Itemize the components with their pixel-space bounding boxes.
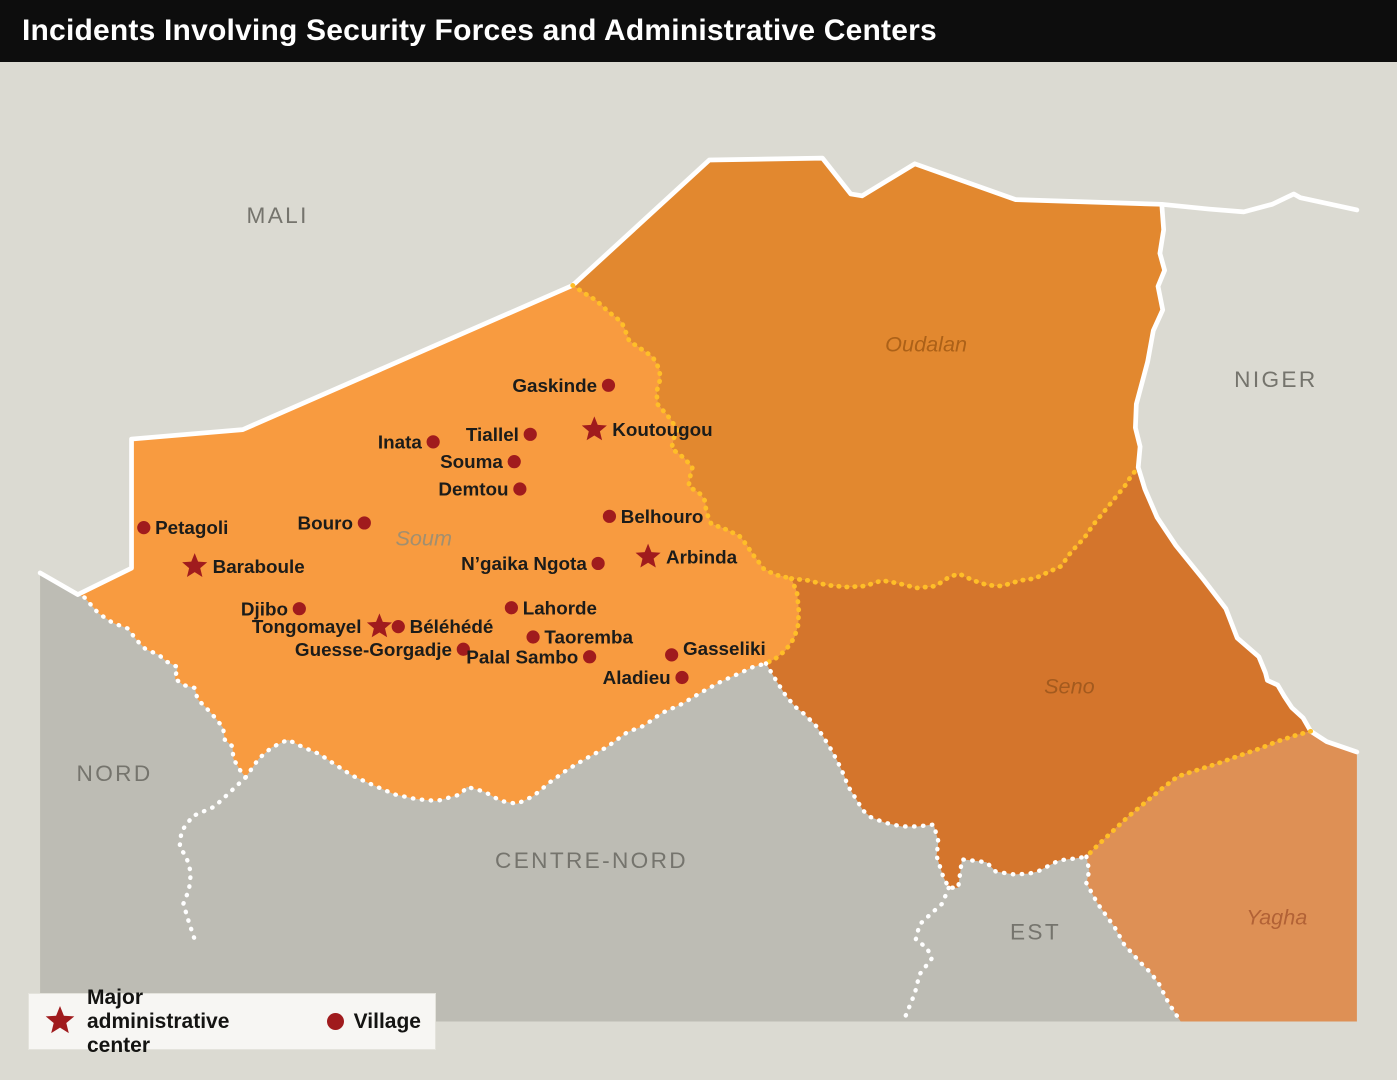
map-svg: MALI NIGER NORD CENTRE-NORD EST Soum Oudalan Se… <box>37 62 1360 1024</box>
village-label-belhouro: Belhouro <box>621 506 704 527</box>
area-label-mali: MALI <box>247 203 309 228</box>
border-soum-oudalan <box>570 283 794 581</box>
village-dot-aladieu <box>675 670 689 685</box>
admin-center-star-baraboule <box>182 553 208 577</box>
village-dot-gaskinde <box>601 378 616 392</box>
province-label-soum: Soum <box>395 526 452 551</box>
map: MALI NIGER NORD CENTRE-NORD EST Soum Oudalan Se… <box>0 62 1397 1080</box>
province-label-oudalan: Oudalan <box>885 331 967 356</box>
village-label-n-gaika-ngota: N’gaika Ngota <box>461 553 587 574</box>
village-label-gaskinde: Gaskinde <box>512 375 597 396</box>
admin-center-star-tongomayel <box>366 613 392 638</box>
village-dot-demtou <box>513 482 527 496</box>
province-label-yagha: Yagha <box>1246 904 1307 929</box>
region-seno <box>765 467 1311 888</box>
village-label-taoremba: Taoremba <box>544 627 633 648</box>
area-label-est: EST <box>1010 920 1061 945</box>
page-title: Incidents Involving Security Forces and … <box>22 14 937 47</box>
village-dot-palal-sambo <box>583 650 597 664</box>
village-label-gasseliki: Gasseliki <box>683 638 766 659</box>
legend-star-shape <box>45 1005 75 1033</box>
area-label-nord: NORD <box>77 761 153 786</box>
village-label-tiallel: Tiallel <box>466 424 519 445</box>
village-dot-belhouro <box>602 509 617 523</box>
village-dot-b-l-h-d- <box>391 620 405 634</box>
legend-admin-center-label: Major administrative center <box>87 985 230 1057</box>
village-label-b-l-h-d-: Béléhédé <box>410 616 494 637</box>
border-nord-centrenord <box>177 775 248 1024</box>
admin-center-label-tongomayel: Tongomayel <box>252 616 362 637</box>
border-centrenord-est <box>901 885 951 1024</box>
area-label-centre-nord: CENTRE-NORD <box>495 848 688 873</box>
village-dot-bouro <box>357 516 371 530</box>
village-label-souma: Souma <box>440 451 503 472</box>
village-dot-petagoli <box>137 521 151 535</box>
village-label-guesse-gorgadje: Guesse-Gorgadje <box>295 639 452 660</box>
village-label-demtou: Demtou <box>438 479 508 500</box>
region-soum <box>77 285 799 804</box>
village-dot-n-gaika-ngota <box>591 556 605 571</box>
region-nord-centrenord-est <box>40 572 1181 1022</box>
admin-center-star-icon <box>45 1005 75 1033</box>
village-label-palal-sambo: Palal Sambo <box>466 646 578 667</box>
village-dot-gasseliki <box>665 648 679 662</box>
admin-center-label-arbinda: Arbinda <box>666 546 738 567</box>
area-label-niger: NIGER <box>1234 367 1317 392</box>
village-dot-tiallel <box>523 427 537 441</box>
village-dot-guesse-gorgadje <box>456 642 470 656</box>
village-dot-inata <box>426 435 440 449</box>
village-label-lahorde: Lahorde <box>523 597 597 618</box>
border-seno-yagha <box>1084 728 1314 859</box>
admin-center-star-arbinda <box>635 543 661 568</box>
admin-center-label-baraboule: Baraboule <box>213 556 305 577</box>
village-dot-icon <box>326 1013 344 1030</box>
border-oudalan-seno <box>788 464 1141 591</box>
border-niger <box>1133 201 1360 755</box>
admin-center-star-koutougou <box>581 416 607 441</box>
village-dot-lahorde <box>504 601 518 615</box>
border-soum-centrenord <box>243 661 769 807</box>
border-soum-seno <box>763 576 802 666</box>
village-label-inata: Inata <box>378 431 423 452</box>
border-soum-nord <box>82 595 248 780</box>
map-legend: Major administrative center Village <box>28 986 436 1057</box>
village-label-petagoli: Petagoli <box>155 517 228 538</box>
region-yagha <box>1086 731 1357 1022</box>
village-dot-djibo <box>292 602 306 616</box>
village-label-bouro: Bouro <box>298 513 353 534</box>
village-label-djibo: Djibo <box>241 598 288 619</box>
border-mali <box>37 155 1360 597</box>
village-dot-taoremba <box>526 630 540 644</box>
title-bar: Incidents Involving Security Forces and … <box>0 0 1397 62</box>
admin-center-label-koutougou: Koutougou <box>612 419 712 440</box>
border-yagha-est <box>1084 854 1183 1024</box>
village-dot-souma <box>507 455 521 469</box>
region-oudalan <box>572 158 1165 588</box>
village-label-aladieu: Aladieu <box>603 667 671 688</box>
legend-village-label: Village <box>353 1009 421 1033</box>
province-label-seno: Seno <box>1044 674 1095 699</box>
